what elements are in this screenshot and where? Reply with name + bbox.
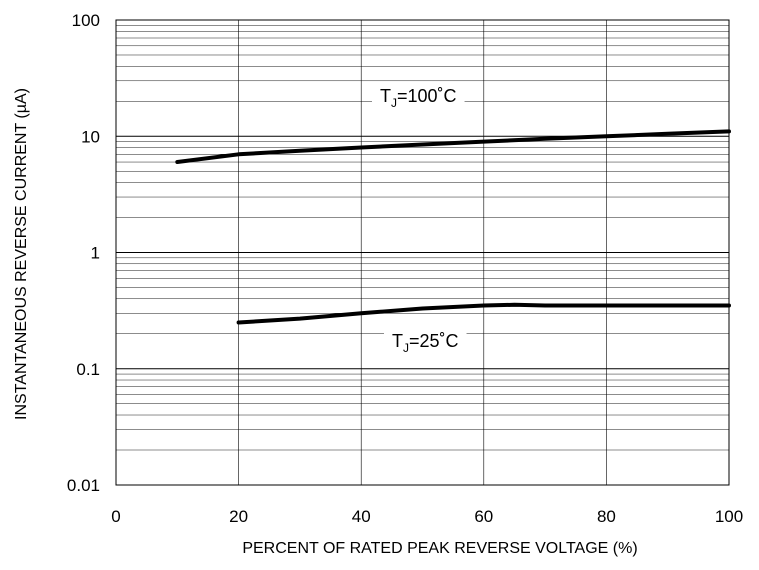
series-labels: TJ=100˚C TJ=25˚C [372, 83, 467, 358]
grid-lines [115, 20, 730, 486]
series-line-tj-25c [236, 302, 731, 325]
x-axis-label: PERCENT OF RATED PEAK REVERSE VOLTAGE (%… [242, 540, 637, 557]
tick-labels: 0 20 40 60 80 100 0.01 0.1 1 10 100 [67, 11, 743, 526]
x-tick-label: 0 [111, 507, 120, 526]
y-tick-label: 0.1 [76, 360, 100, 379]
series-lines [175, 129, 731, 325]
x-tick-label: 60 [474, 507, 493, 526]
y-axis-label: INSTANTANEOUS REVERSE CURRENT (µA) [13, 88, 30, 420]
series-label-text: TJ=100˚C [380, 86, 457, 110]
y-tick-label: 1 [91, 244, 100, 263]
label-tj-25c: TJ=25˚C [384, 328, 467, 358]
series-label-text: TJ=25˚C [392, 331, 459, 355]
x-tick-label: 80 [597, 507, 616, 526]
x-tick-label: 20 [229, 507, 248, 526]
y-tick-label: 0.01 [67, 476, 100, 495]
label-background [372, 83, 465, 113]
y-tick-label: 100 [72, 11, 100, 30]
x-tick-label: 40 [352, 507, 371, 526]
x-tick-label: 100 [715, 507, 743, 526]
series-line-tj-100c [175, 129, 731, 164]
label-tj-100c: TJ=100˚C [372, 83, 465, 113]
y-tick-label: 10 [81, 127, 100, 146]
plot-frame [115, 19, 730, 486]
label-background [384, 328, 467, 358]
